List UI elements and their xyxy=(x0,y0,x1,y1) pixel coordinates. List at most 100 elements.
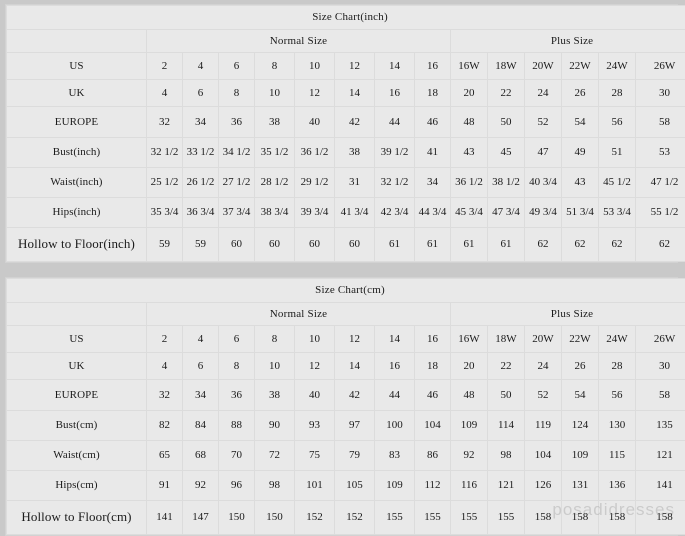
data-cell: 40 xyxy=(295,107,335,138)
data-cell: 62 xyxy=(599,228,636,262)
data-cell: 135 xyxy=(636,411,685,441)
group-header-normal-size: Normal Size xyxy=(147,30,451,53)
data-cell: 10 xyxy=(295,326,335,353)
data-cell: 8 xyxy=(219,353,255,380)
data-cell: 8 xyxy=(255,53,295,80)
data-cell: 38 xyxy=(335,138,375,168)
data-cell: 38 xyxy=(255,380,295,411)
data-cell: 96 xyxy=(219,471,255,501)
data-cell: 48 xyxy=(451,107,488,138)
data-cell: 79 xyxy=(335,441,375,471)
data-cell: 90 xyxy=(255,411,295,441)
data-cell: 26 xyxy=(562,353,599,380)
data-cell: 50 xyxy=(488,380,525,411)
data-cell: 43 xyxy=(451,138,488,168)
data-cell: 158 xyxy=(562,501,599,535)
data-cell: 104 xyxy=(525,441,562,471)
data-cell: 86 xyxy=(415,441,451,471)
data-cell: 16 xyxy=(415,53,451,80)
data-cell: 24W xyxy=(599,326,636,353)
data-cell: 44 xyxy=(375,107,415,138)
data-cell: 109 xyxy=(375,471,415,501)
data-cell: 36 xyxy=(219,380,255,411)
data-cell: 61 xyxy=(488,228,525,262)
data-cell: 8 xyxy=(219,80,255,107)
row-label: Bust(cm) xyxy=(7,411,147,441)
data-cell: 158 xyxy=(525,501,562,535)
data-cell: 60 xyxy=(255,228,295,262)
data-cell: 14 xyxy=(335,80,375,107)
data-cell: 84 xyxy=(183,411,219,441)
data-cell: 121 xyxy=(636,441,685,471)
data-cell: 65 xyxy=(147,441,183,471)
data-cell: 60 xyxy=(219,228,255,262)
data-cell: 33 1/2 xyxy=(183,138,219,168)
data-cell: 6 xyxy=(219,53,255,80)
data-cell: 22 xyxy=(488,353,525,380)
data-cell: 60 xyxy=(335,228,375,262)
data-cell: 93 xyxy=(295,411,335,441)
data-cell: 6 xyxy=(183,353,219,380)
data-cell: 12 xyxy=(335,326,375,353)
data-cell: 45 xyxy=(488,138,525,168)
row-label: EUROPE xyxy=(7,107,147,138)
data-cell: 54 xyxy=(562,107,599,138)
row-label: Hips(cm) xyxy=(7,471,147,501)
data-cell: 14 xyxy=(375,326,415,353)
data-cell: 112 xyxy=(415,471,451,501)
data-cell: 60 xyxy=(295,228,335,262)
row-label: US xyxy=(7,53,147,80)
data-cell: 82 xyxy=(147,411,183,441)
data-cell: 83 xyxy=(375,441,415,471)
data-cell: 92 xyxy=(183,471,219,501)
data-cell: 91 xyxy=(147,471,183,501)
data-cell: 53 3/4 xyxy=(599,198,636,228)
data-cell: 109 xyxy=(451,411,488,441)
data-cell: 36 1/2 xyxy=(451,168,488,198)
data-cell: 43 xyxy=(562,168,599,198)
data-cell: 47 1/2 xyxy=(636,168,685,198)
data-cell: 34 xyxy=(183,380,219,411)
data-cell: 26 xyxy=(562,80,599,107)
data-cell: 18W xyxy=(488,53,525,80)
data-cell: 10 xyxy=(255,80,295,107)
data-cell: 53 xyxy=(636,138,685,168)
data-cell: 59 xyxy=(183,228,219,262)
data-cell: 22W xyxy=(562,326,599,353)
data-cell: 16W xyxy=(451,53,488,80)
data-cell: 10 xyxy=(295,53,335,80)
data-cell: 30 xyxy=(636,353,685,380)
data-cell: 75 xyxy=(295,441,335,471)
data-cell: 6 xyxy=(219,326,255,353)
data-cell: 22 xyxy=(488,80,525,107)
data-cell: 147 xyxy=(183,501,219,535)
data-cell: 141 xyxy=(636,471,685,501)
data-cell: 12 xyxy=(295,80,335,107)
data-cell: 38 3/4 xyxy=(255,198,295,228)
row-label: Waist(cm) xyxy=(7,441,147,471)
data-cell: 115 xyxy=(599,441,636,471)
data-cell: 98 xyxy=(488,441,525,471)
data-cell: 32 xyxy=(147,107,183,138)
data-cell: 141 xyxy=(147,501,183,535)
data-cell: 44 xyxy=(375,380,415,411)
data-cell: 48 xyxy=(451,380,488,411)
data-cell: 36 1/2 xyxy=(295,138,335,168)
data-cell: 100 xyxy=(375,411,415,441)
data-cell: 22W xyxy=(562,53,599,80)
data-cell: 27 1/2 xyxy=(219,168,255,198)
data-cell: 16 xyxy=(415,326,451,353)
data-cell: 61 xyxy=(451,228,488,262)
group-header-plus-size: Plus Size xyxy=(451,30,685,53)
data-cell: 45 3/4 xyxy=(451,198,488,228)
data-cell: 6 xyxy=(183,80,219,107)
data-cell: 155 xyxy=(415,501,451,535)
row-label: Waist(inch) xyxy=(7,168,147,198)
